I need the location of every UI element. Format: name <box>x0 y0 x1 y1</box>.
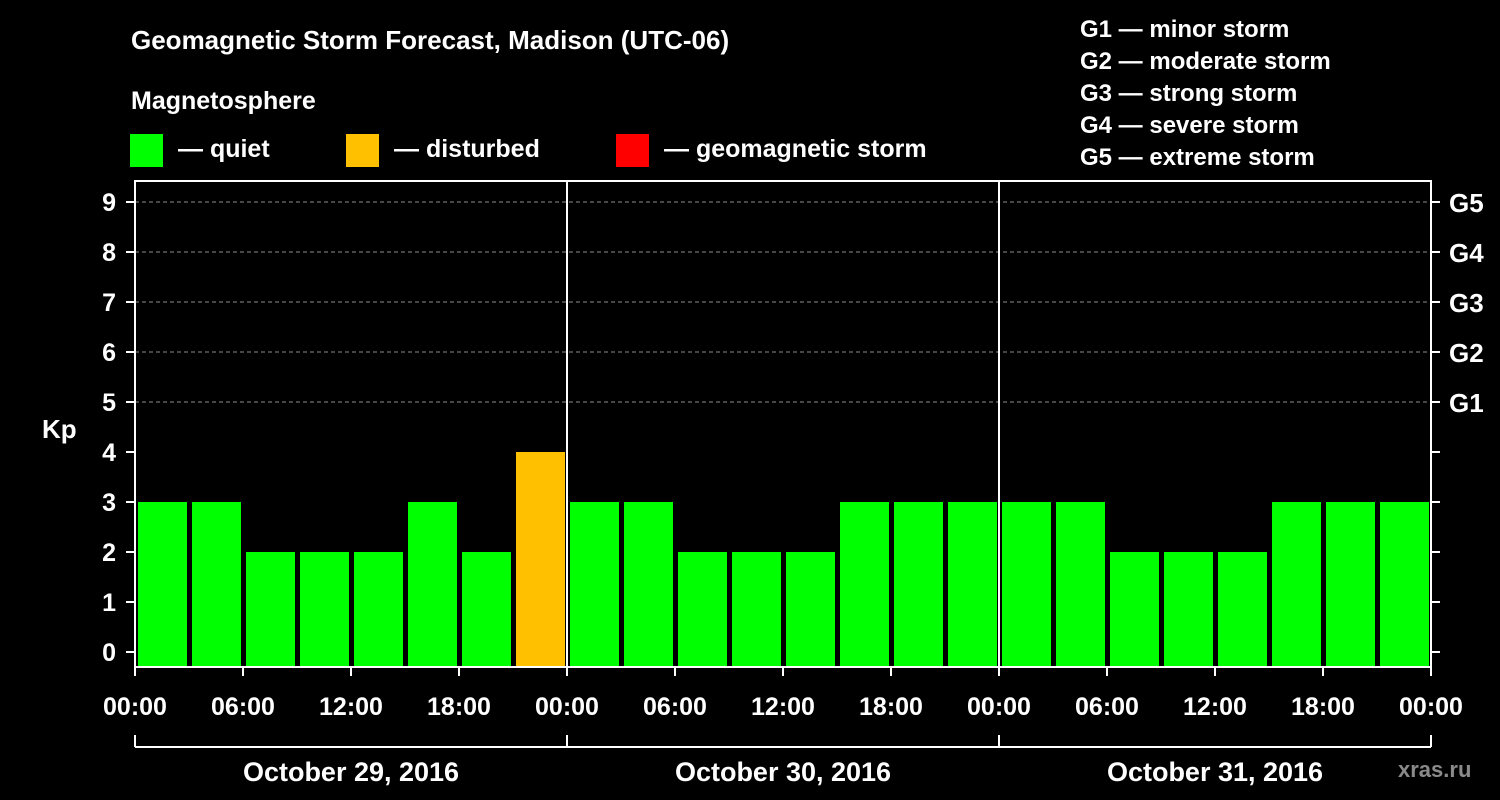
bar-21 <box>1272 502 1321 667</box>
bar-7 <box>516 452 565 667</box>
x-tick-label-11: 18:00 <box>1291 693 1355 721</box>
bar-3 <box>300 552 349 667</box>
y-tick-label-0: 0 <box>102 639 116 667</box>
bar-1 <box>192 502 241 667</box>
x-tick-label-0: 00:00 <box>103 693 167 721</box>
day-label-1: October 30, 2016 <box>675 757 891 787</box>
legend-swatch-geomagnetic-storm <box>616 134 649 167</box>
y-tick-label-2: 2 <box>102 539 116 567</box>
bar-5 <box>408 502 457 667</box>
x-tick-label-2: 12:00 <box>319 693 383 721</box>
y-tick-label-6: 6 <box>102 339 116 367</box>
legend-swatch-quiet <box>130 134 163 167</box>
x-tick-label-12: 00:00 <box>1399 693 1463 721</box>
x-tick-label-8: 00:00 <box>967 693 1031 721</box>
right-tick-label-g2: G2 <box>1449 338 1484 368</box>
axis-ticks <box>126 201 1440 748</box>
bar-2 <box>246 552 295 667</box>
bar-23 <box>1380 502 1429 667</box>
legend-swatch-disturbed <box>346 134 379 167</box>
storm-scale-g4: G4 — severe storm <box>1080 112 1299 139</box>
bar-0 <box>138 502 187 667</box>
storm-scale-g2: G2 — moderate storm <box>1080 48 1331 75</box>
watermark: xras.ru <box>1398 757 1471 782</box>
x-tick-label-3: 18:00 <box>427 693 491 721</box>
y-tick-label-9: 9 <box>102 189 116 217</box>
y-tick-label-3: 3 <box>102 489 116 517</box>
day-label-2: October 31, 2016 <box>1107 757 1323 787</box>
bar-22 <box>1326 502 1375 667</box>
y-tick-label-8: 8 <box>102 239 116 267</box>
right-tick-label-g5: G5 <box>1449 188 1484 218</box>
bar-12 <box>786 552 835 667</box>
grid-lines <box>135 201 1431 403</box>
storm-scale-g3: G3 — strong storm <box>1080 80 1297 107</box>
axis-labels: 0 1 2 3 4 5 6 7 8 9 G1 G2 G3 G4 G5 00:00 06:00 12:00 18:00… <box>102 188 1484 787</box>
y-tick-label-1: 1 <box>102 589 116 617</box>
bar-16 <box>1002 502 1051 667</box>
bar-11 <box>732 552 781 667</box>
legend-heading: Magnetosphere <box>131 87 316 115</box>
bar-series <box>138 452 1429 667</box>
storm-scale-g1: G1 — minor storm <box>1080 16 1289 43</box>
right-tick-label-g4: G4 <box>1449 238 1484 268</box>
day-label-0: October 29, 2016 <box>243 757 459 787</box>
storm-scale-g5: G5 — extreme storm <box>1080 144 1315 171</box>
bar-4 <box>354 552 403 667</box>
bar-18 <box>1110 552 1159 667</box>
bar-10 <box>678 552 727 667</box>
x-tick-label-6: 12:00 <box>751 693 815 721</box>
legend-label-geomagnetic-storm: — geomagnetic storm <box>664 135 927 163</box>
y-tick-label-5: 5 <box>102 389 116 417</box>
chart-title: Geomagnetic Storm Forecast, Madison (UTC… <box>131 25 729 55</box>
y-axis-label: Kp <box>42 414 77 444</box>
bar-19 <box>1164 552 1213 667</box>
x-tick-label-5: 06:00 <box>643 693 707 721</box>
x-tick-label-7: 18:00 <box>859 693 923 721</box>
right-tick-label-g1: G1 <box>1449 388 1484 418</box>
bar-8 <box>570 502 619 667</box>
legend-label-quiet: — quiet <box>178 135 270 163</box>
x-tick-label-9: 06:00 <box>1075 693 1139 721</box>
y-tick-label-7: 7 <box>102 289 116 317</box>
bar-9 <box>624 502 673 667</box>
bar-17 <box>1056 502 1105 667</box>
bar-15 <box>948 502 997 667</box>
legend-label-disturbed: — disturbed <box>394 135 540 163</box>
x-tick-label-1: 06:00 <box>211 693 275 721</box>
x-tick-label-10: 12:00 <box>1183 693 1247 721</box>
right-tick-label-g3: G3 <box>1449 288 1484 318</box>
bar-14 <box>894 502 943 667</box>
x-tick-label-4: 00:00 <box>535 693 599 721</box>
bar-13 <box>840 502 889 667</box>
bar-6 <box>462 552 511 667</box>
bar-20 <box>1218 552 1267 667</box>
y-tick-label-4: 4 <box>102 439 116 467</box>
